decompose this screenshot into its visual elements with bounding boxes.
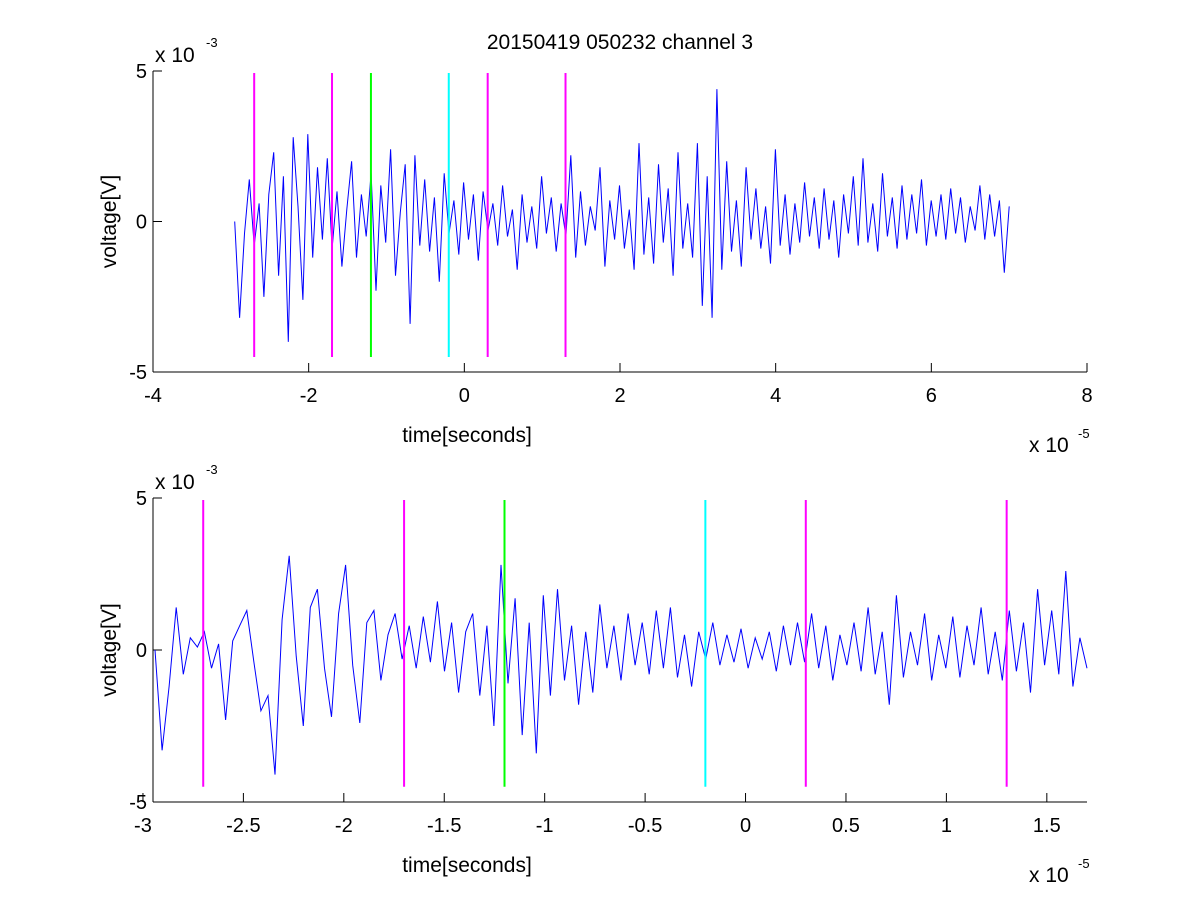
x-tick-label: -3 [134,815,152,837]
bottom-axes: -5 0 5 -3 -2.5 -2 -1.5 -1 -0.5 0 0.5 1 1.5 time[secon… [98,462,1090,887]
x-tick-label: 8 [1081,385,1092,407]
y-multiplier-label: x 10 [155,471,195,494]
figure-title: 20150419 050232 channel 3 [487,31,753,54]
x-axis-label: time[seconds] [402,854,532,877]
x-tick-label: 1.5 [1033,815,1061,837]
x-tick-label: 6 [926,385,937,407]
x-tick-label: -2 [300,385,318,407]
y-axis-label: voltage[V] [98,175,121,268]
x-exponent-label: -5 [1078,856,1090,871]
x-tick-label: 0 [740,815,751,837]
x-tick-label: 0.5 [832,815,860,837]
y-tick-label: -5 [129,362,147,384]
x-tick-label: -1 [536,815,554,837]
signal-trace [154,555,1088,775]
x-tick-label: 2 [614,385,625,407]
y-tick-label: 0 [136,212,147,234]
x-tick-label: -1.5 [427,815,461,837]
x-tick-label: 4 [770,385,781,407]
signal-trace [234,89,1010,342]
y-exponent-label: -3 [206,35,218,50]
x-multiplier-label: x 10 [1029,864,1069,887]
top-axes: -5 0 5 -4 -2 0 2 4 6 8 time[seconds] voltage[V] x 10… [98,35,1093,457]
x-tick-label: 0 [459,385,470,407]
x-tick-label: -2.5 [226,815,260,837]
x-axis-label: time[seconds] [402,424,532,447]
y-tick-label: -5 [129,792,147,814]
x-multiplier-label: x 10 [1029,434,1069,457]
x-tick-label: -4 [144,385,162,407]
x-tick-label: 1 [941,815,952,837]
y-tick-label: 5 [136,488,147,510]
x-exponent-label: -5 [1078,426,1090,441]
x-tick-label: -2 [335,815,353,837]
x-tick-label: -0.5 [628,815,662,837]
y-tick-label: 0 [136,640,147,662]
y-multiplier-label: x 10 [155,44,195,67]
y-axis-label: voltage[V] [98,603,121,696]
y-tick-label: 5 [136,61,147,83]
y-exponent-label: -3 [206,462,218,477]
